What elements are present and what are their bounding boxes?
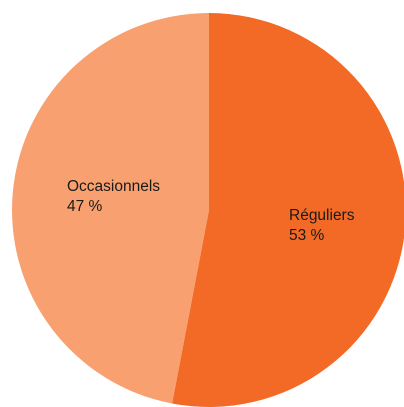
slice-label: Occasionnels xyxy=(67,178,160,195)
pie-slice-reguliers xyxy=(172,13,404,407)
slice-value-label: 53 % xyxy=(289,227,325,244)
pie-slice-occasionnels xyxy=(12,13,210,404)
pie-labels: Réguliers 53 % Occasionnels 47 % xyxy=(67,178,355,244)
slice-value-label: 47 % xyxy=(67,198,103,215)
pie-slices xyxy=(12,13,404,407)
slice-label: Réguliers xyxy=(289,207,355,224)
